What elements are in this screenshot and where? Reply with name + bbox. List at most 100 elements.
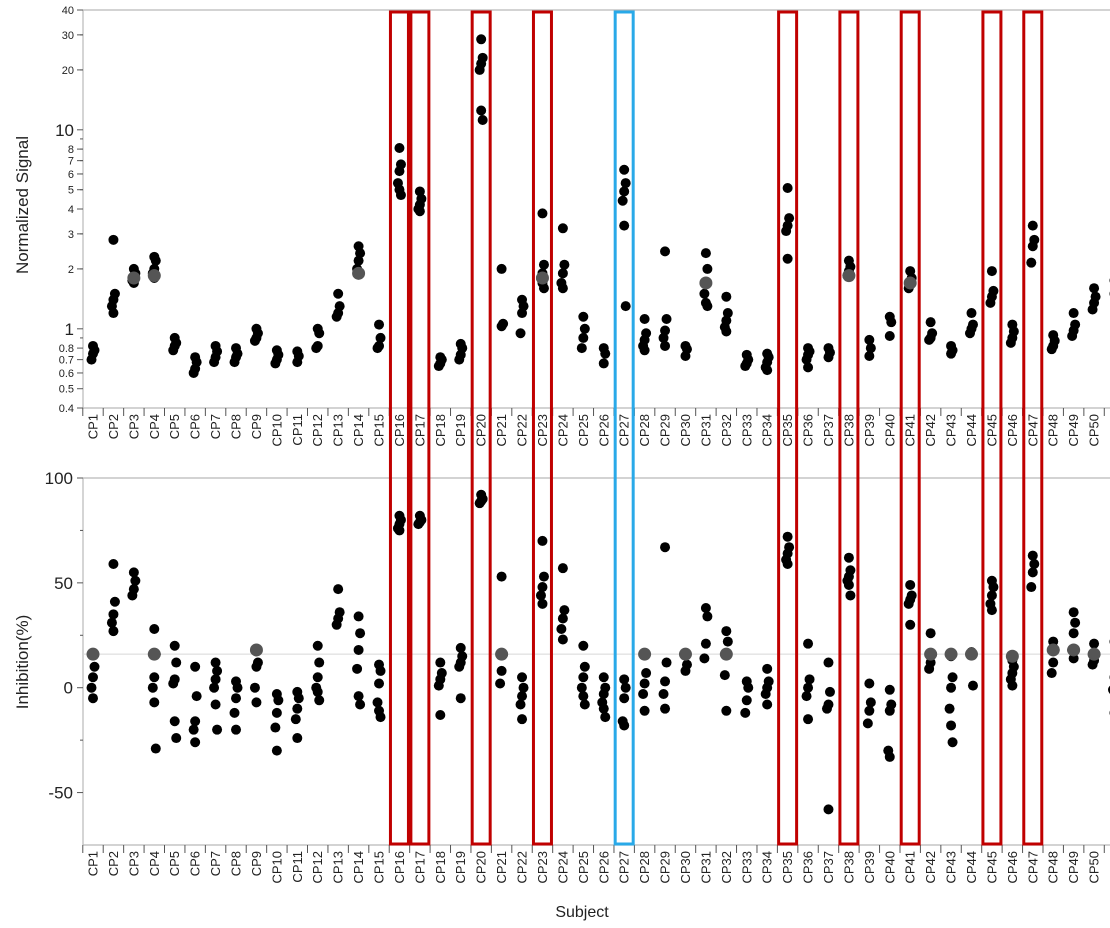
data-point-bottom (639, 678, 650, 689)
data-point-bottom (333, 584, 344, 595)
data-point-bottom (209, 682, 220, 693)
x-tick-label: CP28 (637, 414, 652, 447)
data-point-top (1046, 344, 1057, 355)
mean-marker-top (352, 266, 366, 280)
data-point-bottom (803, 714, 814, 725)
y-tick-label-top: 8 (68, 144, 74, 156)
data-point-top (496, 263, 507, 274)
data-point-top (964, 328, 975, 339)
data-point-top (1005, 337, 1016, 348)
data-point-top (886, 317, 897, 328)
data-point-bottom (905, 579, 916, 590)
highlight-box-red-cp16 (388, 10, 410, 846)
data-point-top (1068, 308, 1079, 319)
top-x-axis: CP1 CP2 CP3 CP4 CP5 CP6 CP7 CP8 CP9 CP10 CP11 CP12 C… (82, 408, 1110, 447)
data-point-bottom (496, 665, 507, 676)
data-point-top (108, 234, 119, 245)
data-point-bottom (331, 619, 342, 630)
data-point-top (1087, 304, 1098, 315)
data-point-top (660, 246, 671, 257)
data-point-top (353, 255, 364, 266)
data-point-bottom (292, 733, 303, 744)
data-point-bottom (149, 672, 160, 683)
data-point-top (617, 195, 628, 206)
data-point-bottom (515, 699, 526, 710)
data-point-top (762, 365, 773, 376)
data-point-bottom (762, 699, 773, 710)
data-point-top (946, 348, 957, 359)
data-point-top (311, 343, 322, 354)
data-point-top (578, 311, 589, 322)
x-tick-label: CP37 (821, 414, 836, 447)
mean-marker-bottom (944, 647, 958, 661)
data-point-bottom (864, 678, 875, 689)
x-tick-label: CP47 (1025, 851, 1040, 884)
data-point-top (924, 334, 935, 345)
data-point-bottom (355, 628, 366, 639)
data-point-bottom (556, 623, 567, 634)
y-tick-label-top: 30 (62, 30, 74, 42)
x-tick-label: CP1 (86, 414, 101, 439)
x-tick-label: CP13 (331, 414, 346, 447)
data-point-bottom (578, 691, 589, 702)
data-point-bottom (190, 716, 201, 727)
mean-marker-bottom (249, 643, 263, 657)
data-point-bottom (1027, 567, 1038, 578)
x-tick-label: CP41 (903, 851, 918, 884)
data-point-bottom (946, 682, 957, 693)
data-point-top (538, 283, 549, 294)
x-tick-label: CP25 (576, 414, 591, 447)
data-point-bottom (454, 661, 465, 672)
x-tick-label: CP48 (1046, 851, 1061, 884)
x-tick-label: CP25 (576, 851, 591, 884)
y-tick-label-top: 0.4 (59, 403, 74, 415)
data-point-bottom (843, 552, 854, 563)
data-point-top (966, 308, 977, 319)
x-tick-label: CP43 (944, 414, 959, 447)
x-axis-label: Subject (555, 904, 609, 921)
data-point-top (414, 206, 425, 217)
x-tick-label: CP12 (310, 851, 325, 884)
highlight-box-red-cp35 (777, 10, 799, 846)
data-point-top (620, 301, 631, 312)
x-tick-label: CP43 (944, 851, 959, 884)
data-point-top (985, 297, 996, 308)
data-point-top (86, 354, 97, 365)
data-point-top (598, 358, 609, 369)
data-point-bottom (394, 525, 405, 536)
data-point-top (925, 317, 936, 328)
y-tick-label-top: 10 (55, 121, 74, 140)
x-tick-label: CP48 (1046, 414, 1061, 447)
data-point-top (538, 259, 549, 270)
x-tick-label: CP42 (923, 851, 938, 884)
data-point-top (864, 334, 875, 345)
highlight-box-red-cp20 (470, 10, 492, 846)
data-point-top (803, 362, 814, 373)
x-tick-label: CP50 (1087, 851, 1102, 884)
x-tick-label: CP15 (372, 414, 387, 447)
data-point-bottom (435, 657, 446, 668)
data-point-bottom (702, 611, 713, 622)
data-point-top (782, 183, 793, 194)
x-tick-label: CP30 (678, 851, 693, 884)
data-point-bottom (474, 498, 485, 509)
data-point-bottom (660, 676, 671, 687)
data-point-bottom (762, 663, 773, 674)
x-tick-label: CP33 (739, 851, 754, 884)
x-tick-label: CP49 (1066, 414, 1081, 447)
data-point-bottom (538, 571, 549, 582)
data-point-bottom (803, 682, 814, 693)
data-point-top (865, 343, 876, 354)
data-point-top (658, 332, 669, 343)
x-tick-label: CP46 (1005, 851, 1020, 884)
y-tick-label-top: 20 (62, 65, 74, 77)
x-tick-label: CP2 (106, 851, 121, 876)
x-tick-label: CP18 (433, 414, 448, 447)
data-point-bottom (537, 598, 548, 609)
data-point-bottom (231, 724, 242, 735)
data-point-top (537, 208, 548, 219)
highlight-box-red-cp23 (531, 10, 553, 846)
data-point-bottom (169, 640, 180, 651)
data-point-bottom (433, 680, 444, 691)
data-point-bottom (210, 674, 221, 685)
